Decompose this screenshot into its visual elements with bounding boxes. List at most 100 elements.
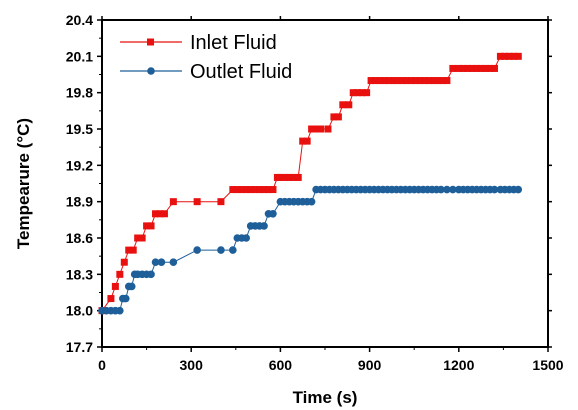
- legend-label: Inlet Fluid: [190, 32, 277, 54]
- data-point: [490, 64, 498, 72]
- series-line: [102, 189, 519, 312]
- data-point: [229, 186, 237, 194]
- data-point: [430, 77, 438, 85]
- data-point: [116, 270, 124, 278]
- data-point: [455, 64, 463, 72]
- data-point: [339, 101, 347, 109]
- data-point: [143, 222, 151, 230]
- x-tick-label: 0: [98, 357, 106, 373]
- data-point: [129, 246, 137, 254]
- legend-marker: [147, 38, 154, 46]
- y-tick-label: 18.0: [66, 303, 93, 319]
- data-point: [299, 137, 307, 145]
- data-point: [349, 89, 357, 97]
- data-point: [152, 210, 160, 218]
- series-layer: [98, 52, 523, 315]
- data-point: [486, 64, 494, 72]
- data-point: [449, 64, 457, 72]
- data-point: [514, 185, 523, 194]
- data-point: [307, 197, 316, 206]
- data-point: [247, 186, 255, 194]
- x-tick-label: 1200: [443, 357, 474, 373]
- data-point: [134, 234, 142, 242]
- data-point: [354, 89, 362, 97]
- data-point: [477, 64, 485, 72]
- data-point: [449, 185, 457, 194]
- data-point: [107, 295, 115, 303]
- data-point: [443, 77, 451, 85]
- data-point: [345, 101, 353, 109]
- y-tick-label: 17.7: [66, 339, 93, 355]
- data-point: [217, 246, 225, 254]
- data-point: [473, 64, 481, 72]
- legend-marker: [147, 67, 155, 75]
- data-point: [317, 125, 325, 133]
- data-point: [372, 77, 380, 85]
- data-point: [147, 270, 155, 279]
- y-tick-label: 20.4: [66, 12, 93, 28]
- y-tick-label: 19.2: [66, 157, 93, 173]
- data-point: [269, 186, 277, 194]
- data-point: [425, 77, 433, 85]
- x-tick-label: 600: [269, 357, 293, 373]
- y-tick-label: 18.3: [66, 266, 93, 282]
- data-point: [217, 198, 225, 206]
- data-point: [127, 282, 136, 291]
- data-point: [505, 52, 513, 60]
- series-outlet-fluid: [98, 185, 523, 315]
- data-point: [193, 246, 201, 254]
- data-point: [138, 234, 146, 242]
- data-point: [468, 64, 476, 72]
- data-point: [238, 186, 246, 194]
- y-tick-label: 18.9: [66, 194, 93, 210]
- x-tick-label: 900: [358, 357, 382, 373]
- legend-label: Outlet Fluid: [190, 61, 292, 83]
- x-axis-title: Time (s): [293, 388, 358, 407]
- data-point: [157, 258, 166, 267]
- y-axis-title: Tempearure (°C): [14, 118, 33, 249]
- data-point: [169, 198, 177, 206]
- data-point: [510, 52, 518, 60]
- data-point: [160, 210, 168, 218]
- y-tick-label: 20.1: [66, 48, 93, 64]
- data-point: [437, 185, 445, 194]
- x-tick-label: 1500: [532, 357, 563, 373]
- data-point: [290, 173, 298, 181]
- data-point: [501, 52, 509, 60]
- data-point: [389, 77, 397, 85]
- data-point: [407, 77, 415, 85]
- data-point: [443, 185, 451, 194]
- data-point: [111, 282, 119, 290]
- data-point: [147, 222, 155, 230]
- data-point: [242, 234, 251, 242]
- y-tick-label: 19.8: [66, 85, 93, 101]
- y-axis: 17.7 18.0 18.3 18.6 18.9 19.2 19.5 19.8 20.1 20.4: [66, 12, 552, 355]
- data-point: [367, 77, 375, 85]
- legend: Inlet Fluid Outlet Fluid: [120, 32, 292, 83]
- data-point: [229, 246, 237, 254]
- x-tick-label: 300: [180, 357, 204, 373]
- data-point: [438, 77, 446, 85]
- data-point: [464, 64, 472, 72]
- series-line: [101, 55, 519, 311]
- data-point: [242, 186, 250, 194]
- data-point: [303, 137, 311, 145]
- legend-item: Outlet Fluid: [120, 61, 292, 83]
- data-point: [285, 173, 293, 181]
- data-point: [385, 77, 393, 85]
- y-tick-label: 19.5: [66, 121, 93, 137]
- data-point: [265, 186, 273, 194]
- data-point: [260, 222, 268, 230]
- data-point: [121, 294, 130, 303]
- data-point: [358, 89, 366, 97]
- data-point: [324, 125, 332, 133]
- data-point: [256, 186, 264, 194]
- data-point: [459, 64, 467, 72]
- data-point: [276, 173, 284, 181]
- data-point: [169, 258, 178, 267]
- data-point: [363, 89, 371, 97]
- data-point: [490, 185, 499, 194]
- data-point: [116, 306, 124, 315]
- data-point: [334, 113, 342, 121]
